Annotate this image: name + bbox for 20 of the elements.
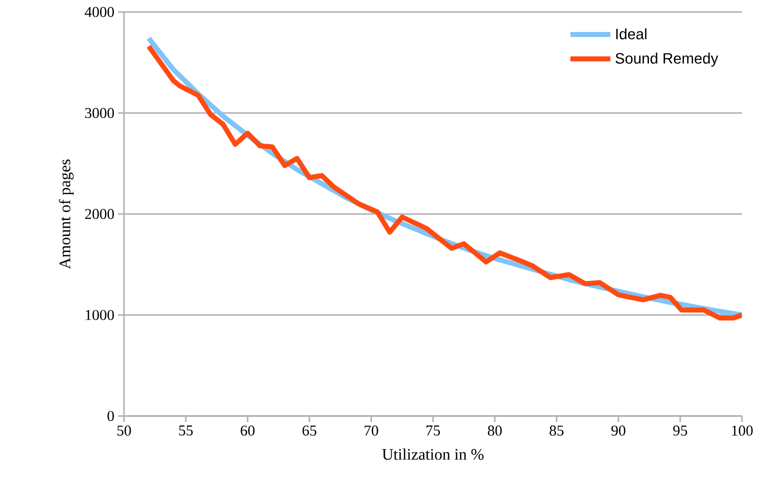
legend-label: Ideal [616,28,646,40]
x-tick-label: 75 [426,426,440,436]
x-tick-label: 55 [179,426,193,436]
x-tick-label: 65 [302,426,316,436]
y-tick-label: 1000 [86,310,114,320]
x-tick-label: 80 [488,426,502,436]
y-tick-label: 4000 [84,6,114,18]
x-tick-label: 95 [673,426,688,436]
legend-label: Sound Remedy [616,52,718,67]
x-tick-label: 90 [611,426,626,436]
y-tick-label: 3000 [85,108,114,118]
y-tick-label: 0 [108,410,114,422]
x-tick-label: 70 [364,426,378,436]
y-axis-title: Amount of pages [58,159,74,269]
y-tick-label: 2000 [85,208,114,220]
x-tick-label: 50 [117,426,131,436]
x-axis-title: Utilization in % [382,448,484,460]
x-tick-label: 60 [240,426,255,436]
x-tick-label: 100 [732,426,753,436]
x-tick-label: 85 [550,426,564,436]
